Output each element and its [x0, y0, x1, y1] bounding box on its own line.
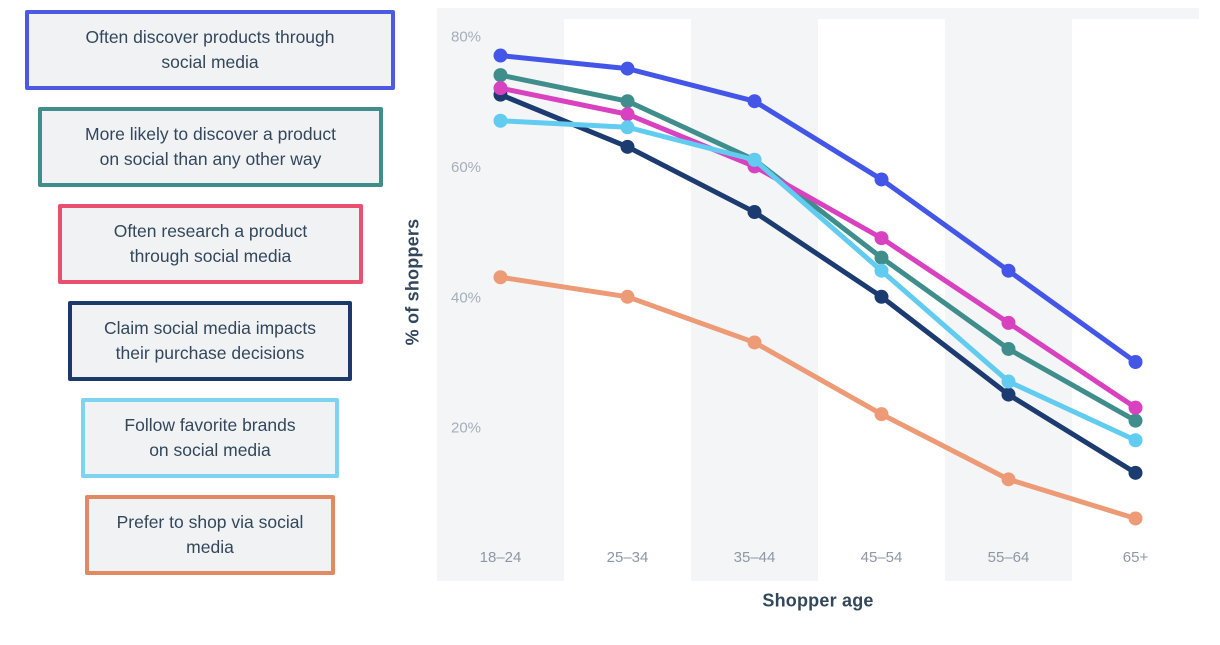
- x-tick-label: 18–24: [480, 549, 522, 566]
- legend-item-research-product: Often research a product through social …: [58, 204, 363, 284]
- data-point: [620, 289, 635, 304]
- line-chart-svg: 80% 60% 40% 20% 18–24 25–34 35–44 45–54 55–64 65+: [451, 19, 1199, 581]
- x-tick-label: 45–54: [861, 549, 903, 566]
- y-axis-title: % of shoppers: [402, 218, 423, 346]
- legend-label-line: social media: [161, 52, 259, 72]
- legend-label-line: Often research a product: [113, 221, 308, 242]
- x-axis-title: Shopper age: [762, 590, 874, 611]
- series-line-2: [498, 85, 1138, 411]
- x-tick-label: 25–34: [607, 549, 649, 566]
- y-tick-label: 60%: [451, 159, 481, 176]
- data-point: [493, 68, 508, 83]
- y-tick-label: 80%: [451, 29, 481, 46]
- legend-item-discover-products: Often discover products through social m…: [25, 10, 395, 90]
- data-point: [620, 94, 635, 109]
- data-point: [1128, 355, 1143, 369]
- data-point: [874, 231, 889, 246]
- data-point: [1128, 511, 1143, 526]
- series-line-0: [498, 53, 1138, 365]
- data-point: [1001, 341, 1016, 356]
- legend-item-more-likely-discover: More likely to discover a product on soc…: [38, 107, 383, 187]
- data-point: [620, 139, 635, 154]
- legend-label-line: Claim social media impacts: [103, 318, 316, 339]
- data-point: [747, 94, 762, 109]
- data-point: [493, 48, 508, 63]
- data-point: [874, 407, 889, 422]
- data-point: [1128, 400, 1143, 415]
- legend-label-line: Often discover products through: [85, 27, 335, 48]
- data-point: [620, 61, 635, 76]
- data-point: [620, 107, 635, 122]
- data-point: [1128, 433, 1143, 448]
- data-point: [1128, 413, 1143, 428]
- data-point: [493, 113, 508, 128]
- x-tick-label: 55–64: [988, 549, 1030, 566]
- y-tick-label: 20%: [451, 420, 481, 437]
- legend-item-follow-brands: Follow favorite brands on social media: [81, 398, 339, 478]
- series-line-3: [498, 92, 1138, 476]
- legend-item-impacts-decisions: Claim social media impacts their purchas…: [68, 301, 352, 381]
- data-point: [1001, 263, 1016, 278]
- y-tick-label: 40%: [451, 289, 481, 306]
- series-line-4: [498, 118, 1138, 443]
- data-point: [747, 335, 762, 350]
- x-tick-label: 65+: [1123, 549, 1149, 566]
- legend-label-line: on social media: [149, 440, 271, 460]
- legend-label-line: Follow favorite brands: [124, 415, 296, 436]
- data-point: [747, 152, 762, 167]
- legend-item-prefer-shop: Prefer to shop via social media: [85, 495, 335, 575]
- data-point: [747, 205, 762, 220]
- legend-label-line: media: [186, 537, 234, 557]
- data-point: [1001, 315, 1016, 330]
- data-point: [874, 250, 889, 265]
- legend-label-line: on social than any other way: [99, 149, 322, 169]
- legend-label-line: Prefer to shop via social: [116, 512, 304, 533]
- series-line-1: [498, 72, 1138, 424]
- data-point: [874, 289, 889, 304]
- line-chart-plot-area: 80% 60% 40% 20% 18–24 25–34 35–44 45–54 55–64 65+: [437, 8, 1199, 581]
- series-line-5: [498, 274, 1138, 521]
- legend-label-line: their purchase decisions: [115, 343, 305, 363]
- legend: Often discover products through social m…: [0, 0, 430, 645]
- data-point: [493, 81, 508, 96]
- data-point: [874, 263, 889, 278]
- data-point: [1001, 374, 1016, 389]
- data-point: [874, 172, 889, 187]
- legend-label-line: through social media: [129, 246, 292, 266]
- legend-label-line: More likely to discover a product: [85, 124, 336, 145]
- x-tick-label: 35–44: [734, 549, 776, 566]
- data-point: [493, 270, 508, 285]
- data-point: [1128, 465, 1143, 480]
- chart-stripe: [1072, 19, 1199, 581]
- data-point: [1001, 387, 1016, 402]
- data-point: [620, 120, 635, 135]
- data-point: [1001, 472, 1016, 487]
